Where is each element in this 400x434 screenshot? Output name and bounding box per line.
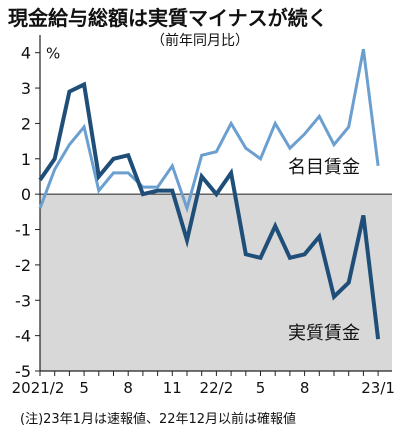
series-line-0 [38, 48, 380, 214]
y-tick-label: 3 [21, 79, 31, 98]
x-tick-label: 8 [300, 379, 310, 397]
series-label: 実質賃金 [288, 323, 360, 344]
x-tick-label: 5 [79, 379, 89, 397]
y-tick-label: 1 [21, 150, 31, 169]
y-tick-label: 4 [21, 44, 31, 63]
negative-region-shading [40, 194, 392, 371]
y-tick-label: -1 [15, 221, 31, 240]
series-line-1 [38, 81, 381, 340]
series-label: 名目賃金 [288, 157, 360, 178]
chart-subtitle: （前年同月比） [151, 33, 249, 49]
x-tick-label: 23/1 [361, 379, 395, 397]
x-tick-label: 8 [123, 379, 133, 397]
y-tick-label: 2 [21, 114, 31, 133]
y-tick-label: 0 [21, 185, 31, 204]
y-tick-label: -5 [15, 362, 31, 381]
x-tick-label: 22/2 [200, 379, 234, 397]
x-tick-label: 11 [163, 379, 182, 397]
x-tick-label: 2021/2 [12, 379, 65, 397]
x-tick-label: 5 [256, 379, 266, 397]
chart-title: 現金給与総額は実質マイナスが続く [8, 6, 328, 30]
footnote: (注)23年1月は速報値、22年12月以前は確報値 [20, 412, 297, 427]
y-tick-label: -3 [15, 291, 31, 310]
y-tick-label: -4 [15, 327, 31, 346]
y-tick-label: -2 [15, 256, 31, 275]
y-unit-label: % [46, 45, 60, 63]
